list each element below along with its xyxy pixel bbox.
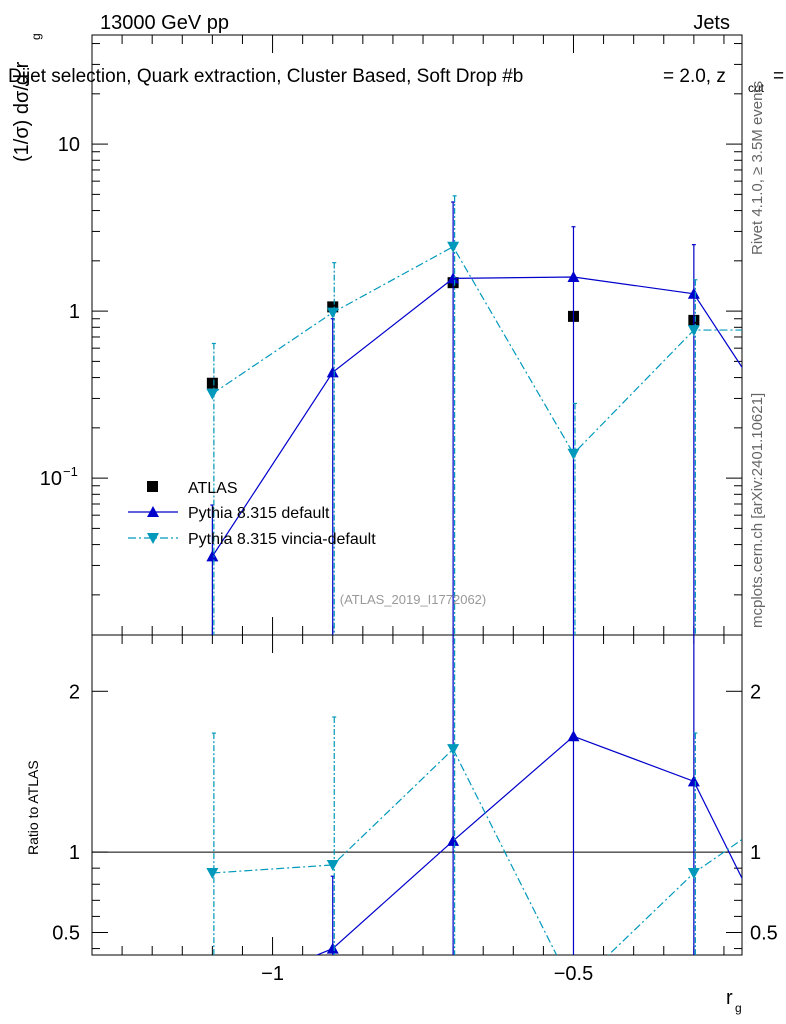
pythia-default-point	[567, 271, 580, 283]
plot-subtitle-equals: =	[773, 66, 784, 87]
legend-pythia-default-label: Pythia 8.315 default	[188, 505, 330, 522]
main-y-axis-label: (1/σ) dσ/d r	[11, 61, 33, 162]
atlas-point	[327, 301, 339, 313]
legend-entry-pythia-default: Pythia 8.315 default	[128, 505, 330, 522]
ratio-vincia-point	[687, 867, 700, 879]
legend-pythia-default-marker	[147, 506, 159, 517]
main-y-tick-label-exponent: −1	[63, 464, 78, 479]
ratio-vincia-point	[567, 984, 579, 995]
pythia-default-point	[447, 272, 460, 284]
legend-atlas-marker	[147, 481, 158, 492]
main-y-tick-label: 10	[40, 468, 62, 490]
x-tick-label: −1	[261, 963, 284, 985]
ratio-pythia-default-point	[687, 775, 700, 787]
ratio-y-tick-label-right: 2	[750, 681, 761, 703]
analysis-watermark: (ATLAS_2019_I1772062)	[340, 592, 486, 607]
vincia-line	[212, 245, 742, 455]
legend-vincia-label: Pythia 8.315 vincia-default	[188, 531, 376, 548]
ratio-pythia-default-point	[778, 957, 786, 968]
ratio-axis-ticks: 2 2 1 1 0.5 0.5	[52, 681, 778, 950]
ratio-vincia-point	[447, 744, 460, 756]
ratio-pythia-default-line	[315, 735, 742, 955]
ratio-y-tick-label: 2	[69, 681, 80, 703]
ratio-y-tick-label: 0.5	[52, 922, 80, 944]
ratio-pythia-default-point	[206, 992, 218, 1003]
main-y-tick-label: 10	[58, 134, 80, 156]
vincia-point	[778, 325, 786, 336]
x-axis-label: r	[726, 987, 733, 1009]
vincia-point	[687, 325, 700, 337]
ratio-y-tick-label-right: 0.5	[750, 922, 778, 944]
ratio-data-layer	[206, 635, 786, 1003]
ratio-vincia-point	[326, 859, 339, 871]
plot-subtitle-beta: = 2.0, z	[663, 66, 726, 87]
ratio-plot-frame	[91, 634, 743, 956]
ratio-pythia-default-point	[326, 942, 339, 954]
pythia-default-point	[687, 287, 700, 299]
ratio-y-axis-label: Ratio to ATLAS	[25, 760, 41, 855]
ratio-y-tick-label: 1	[69, 842, 80, 864]
pythia-default-point	[326, 366, 339, 378]
atlas-point	[779, 341, 786, 352]
pythia-default-point	[778, 426, 786, 437]
mcplots-label: mcplots.cern.ch [arXiv:2401.10621]	[749, 393, 766, 628]
ratio-vincia-point	[778, 805, 786, 816]
main-data-layer	[206, 195, 786, 635]
vincia-point	[447, 241, 460, 253]
rivet-version-label: Rivet 4.1.0, ≥ 3.5M events	[749, 81, 766, 255]
ratio-vincia-point	[206, 867, 219, 879]
legend-vincia-marker	[147, 533, 159, 544]
x-axis-ticks: −1 −0.5	[91, 35, 725, 985]
main-y-tick-label: 1	[69, 301, 80, 323]
pythia-default-point	[206, 550, 219, 562]
ratio-vincia-line	[212, 748, 742, 955]
vincia-point	[567, 448, 580, 460]
legend-entry-atlas: ATLAS	[147, 480, 238, 497]
legend-entry-vincia: Pythia 8.315 vincia-default	[128, 531, 376, 548]
ratio-pythia-default-point	[567, 730, 580, 742]
legend: ATLAS Pythia 8.315 default Pythia 8.315 …	[128, 480, 376, 548]
vincia-point	[326, 307, 339, 319]
plot-subtitle: Dijet selection, Quark extraction, Clust…	[8, 66, 523, 87]
atlas-point	[206, 377, 218, 389]
pythia-default-line	[211, 276, 742, 557]
main-y-axis-label-subscript: g	[29, 33, 43, 40]
ratio-pythia-default-point	[447, 834, 460, 846]
x-axis-label-subscript: g	[735, 1001, 742, 1015]
x-tick-label: −0.5	[554, 963, 593, 985]
category-label: Jets	[693, 12, 730, 34]
plot-subtitle-cut-subscript: cut	[748, 81, 765, 95]
energy-label: 13000 GeV pp	[100, 12, 229, 34]
vincia-point	[206, 388, 219, 400]
ratio-y-tick-label-right: 1	[750, 842, 761, 864]
legend-atlas-label: ATLAS	[188, 480, 238, 497]
